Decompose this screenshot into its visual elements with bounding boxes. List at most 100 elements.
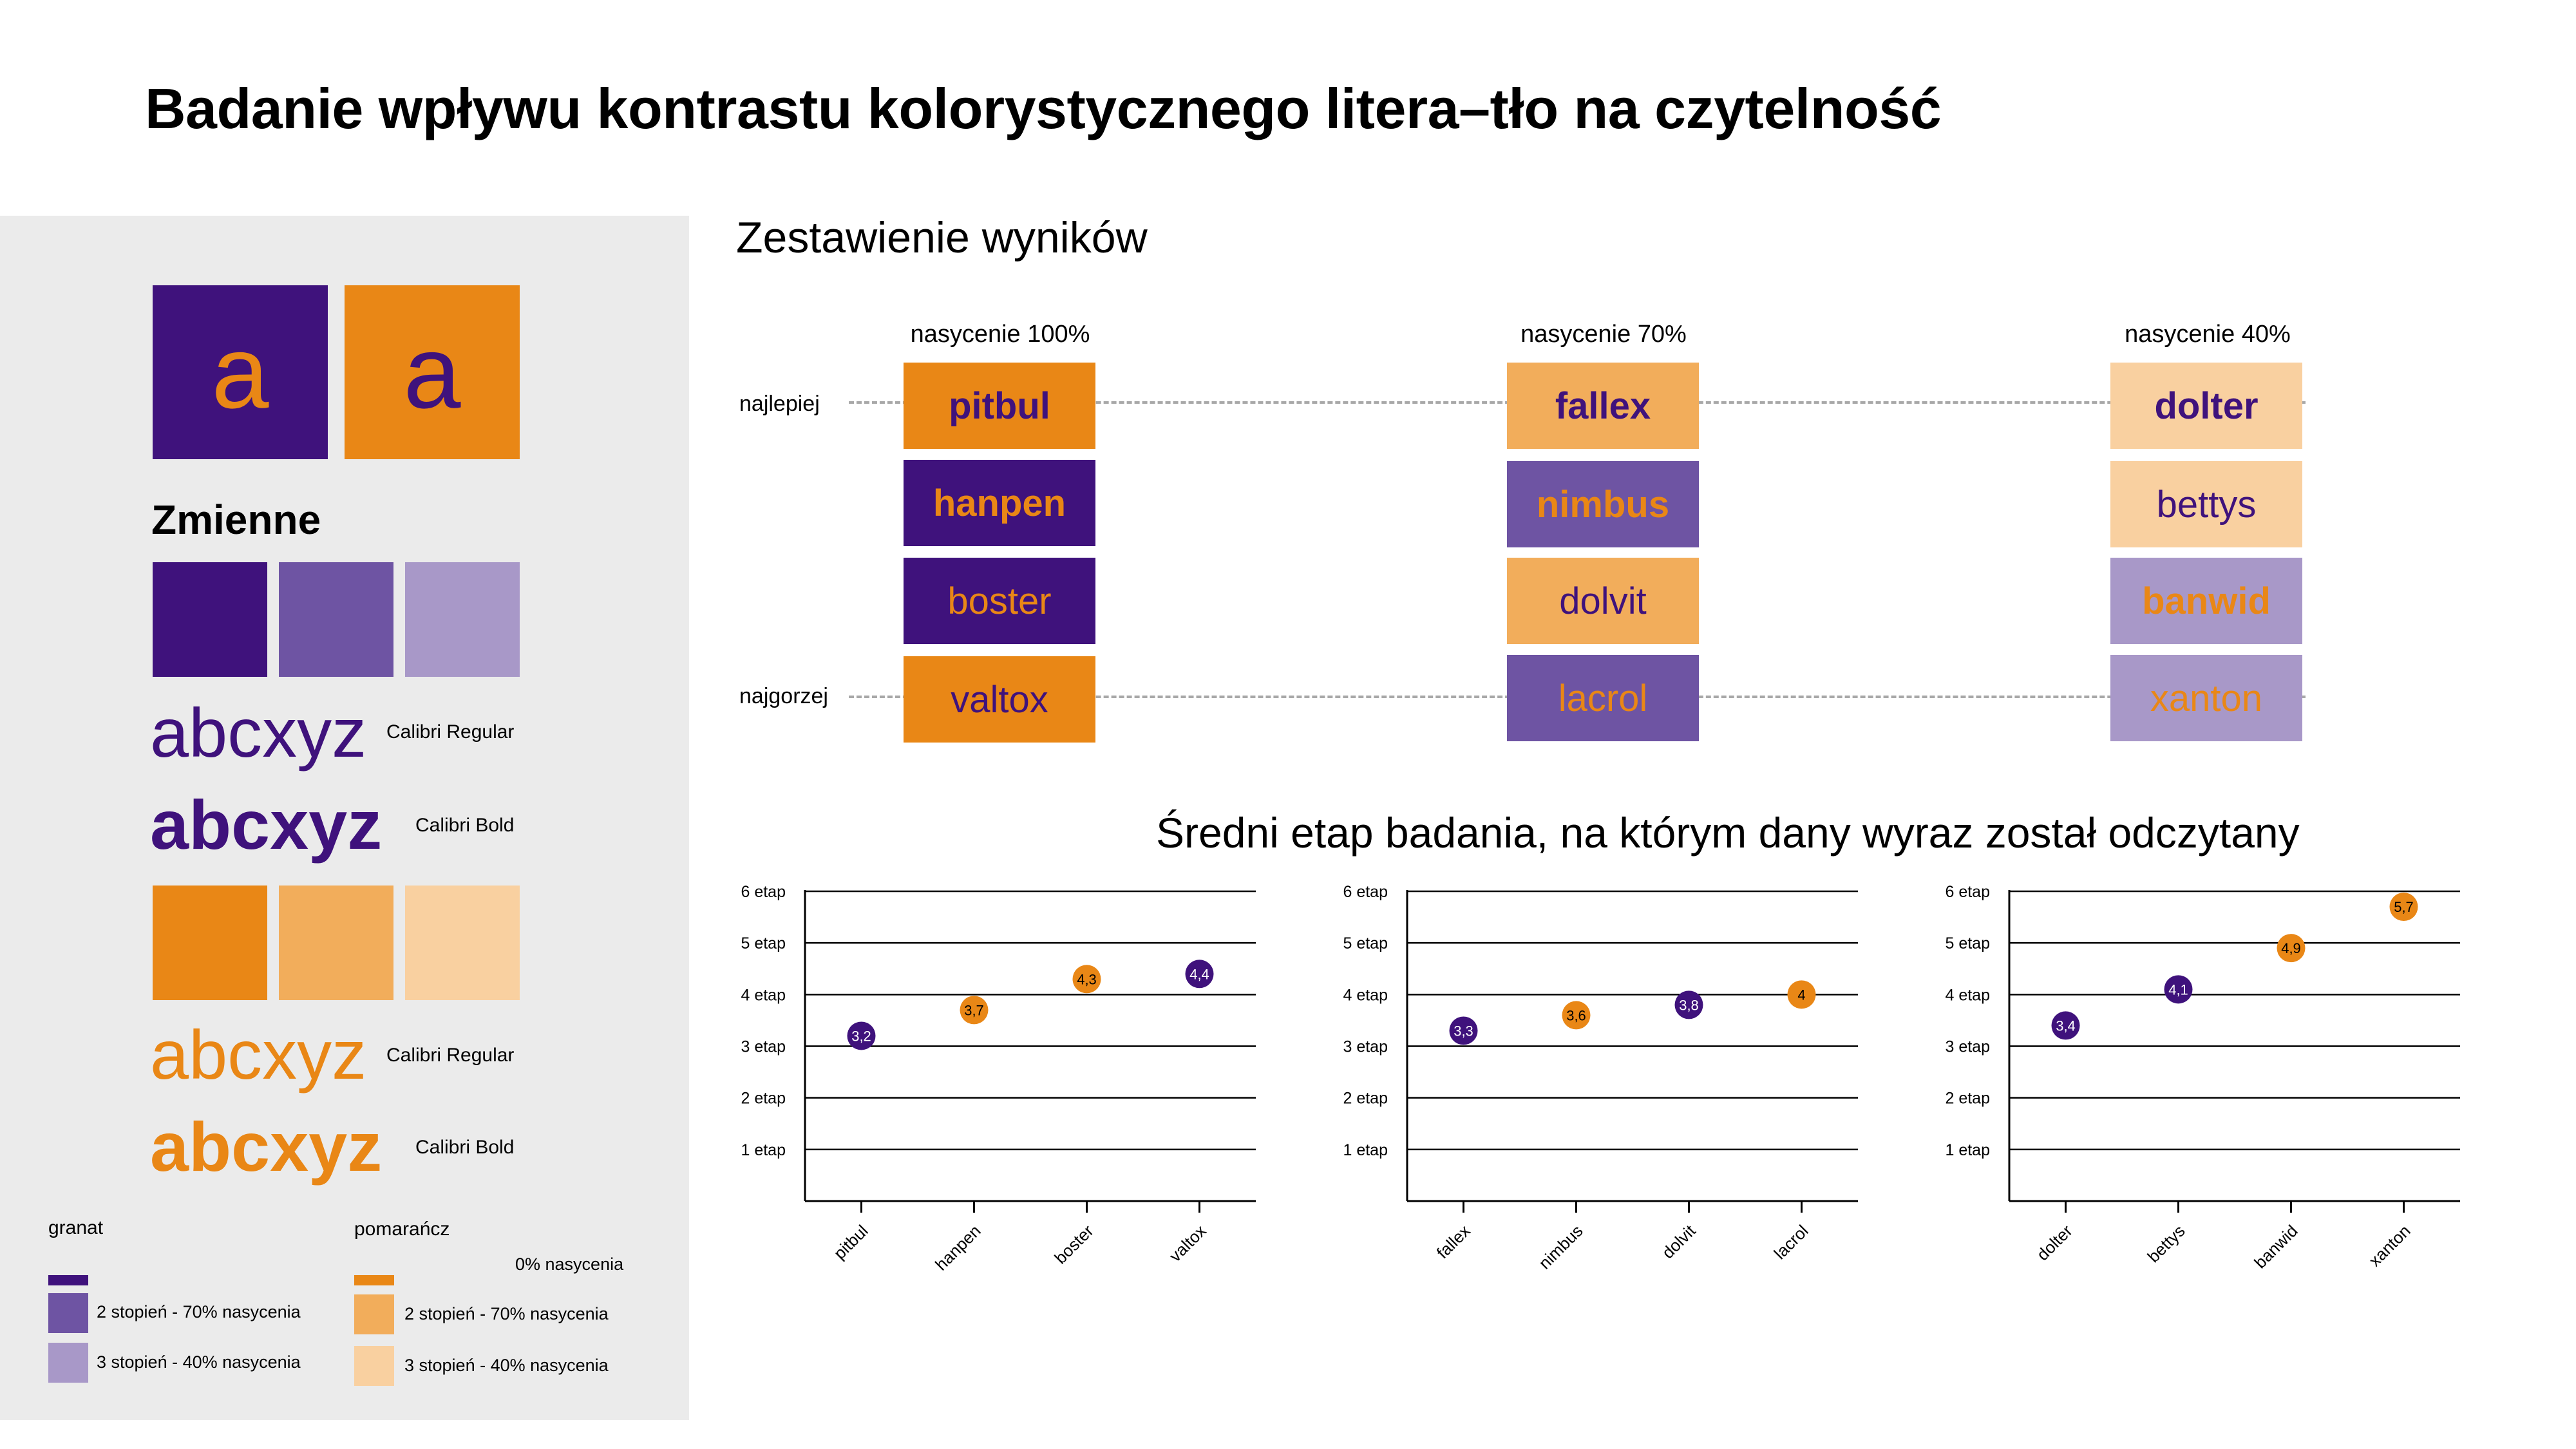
letter-a: a — [403, 314, 461, 430]
y-tick-label: 4 etap — [1343, 986, 1388, 1004]
y-tick-label: 2 etap — [1945, 1090, 1990, 1108]
y-tick-label: 4 etap — [741, 986, 786, 1004]
word-box: dolter — [2110, 363, 2302, 449]
column-label-100: nasycenie 100% — [910, 321, 1090, 348]
data-point — [2051, 1011, 2080, 1040]
data-point — [2389, 893, 2418, 922]
y-tick-label: 6 etap — [1343, 883, 1388, 901]
word-box: hanpen — [904, 460, 1095, 546]
x-tick-label: xanton — [2365, 1221, 2414, 1270]
data-label: 5,7 — [2394, 899, 2414, 915]
data-label: 3,4 — [2056, 1018, 2076, 1034]
word-box: dolvit — [1507, 558, 1699, 644]
font-label-regular: Calibri Regular — [386, 1045, 515, 1066]
legend-orange-70-swatch — [354, 1294, 394, 1334]
y-tick-label: 6 etap — [741, 883, 786, 901]
page-title: Badanie wpływu kontrastu kolorystycznego… — [145, 77, 1942, 140]
data-point — [1072, 965, 1101, 994]
legend-zero-saturation: 0% nasycenia — [515, 1255, 624, 1274]
chart-100: 1 etap 2 etap 3 etap 4 etap 5 etap 6 etap pitb… — [741, 883, 1256, 1274]
x-tick-label: dolvit — [1658, 1220, 1700, 1262]
variables-heading: Zmienne — [151, 497, 321, 543]
x-tick-label: nimbus — [1535, 1221, 1586, 1273]
charts-title: Średni etap badania, na którym dany wyra… — [1156, 809, 2300, 857]
font-label-bold: Calibri Bold — [415, 1137, 515, 1158]
sample-navy-bold: abcxyz — [150, 786, 383, 864]
data-label: 3,8 — [1679, 997, 1699, 1013]
data-point — [847, 1021, 876, 1050]
x-tick-label: banwid — [2250, 1221, 2301, 1272]
swatch-navy-40 — [405, 562, 520, 677]
swatch-orange-100 — [153, 886, 267, 1000]
word-box: banwid — [2110, 558, 2302, 644]
word-box: lacrol — [1507, 655, 1699, 741]
x-tick-label: bettys — [2143, 1221, 2188, 1266]
swatch-navy-70 — [279, 562, 393, 677]
y-tick-label: 5 etap — [741, 934, 786, 952]
legend-orange-line — [354, 1275, 394, 1285]
y-tick-label: 1 etap — [741, 1141, 786, 1159]
y-tick-label: 4 etap — [1945, 986, 1990, 1004]
data-label: 4,3 — [1077, 971, 1097, 987]
data-point — [960, 996, 989, 1025]
y-tick-label: 3 etap — [1343, 1038, 1388, 1056]
legend-orange-40-swatch — [354, 1346, 394, 1386]
swatch-orange-40 — [405, 886, 520, 1000]
word-box: fallex — [1507, 363, 1699, 449]
legend-granat-heading: granat — [48, 1217, 104, 1238]
y-tick-label: 6 etap — [1945, 883, 1990, 901]
x-tick-label: hanpen — [931, 1221, 985, 1274]
letter-sample-navy-on-orange: a — [345, 285, 520, 459]
data-point — [1185, 960, 1214, 989]
legend-navy-40-label: 3 stopień - 40% nasycenia — [97, 1352, 301, 1372]
chart-40: 1 etap 2 etap 3 etap 4 etap 5 etap 6 etap dolt… — [1945, 883, 2460, 1273]
word-box: bettys — [2110, 461, 2302, 547]
data-point — [1449, 1016, 1478, 1045]
swatch-navy-100 — [153, 562, 267, 677]
data-label: 3,7 — [964, 1002, 984, 1018]
data-label: 4 — [1797, 987, 1805, 1003]
column-label-40: nasycenie 40% — [2125, 321, 2291, 348]
word-box: boster — [904, 558, 1095, 644]
data-point — [1787, 980, 1816, 1009]
sample-orange-regular: abcxyz — [150, 1016, 367, 1094]
font-label-regular: Calibri Regular — [386, 721, 515, 743]
letter-sample-orange-on-navy: a — [153, 285, 328, 459]
data-label: 3,6 — [1566, 1007, 1586, 1023]
data-label: 4,9 — [2281, 940, 2301, 956]
data-point — [1674, 990, 1703, 1019]
data-label: 4,1 — [2168, 981, 2188, 998]
letter-a: a — [211, 314, 269, 430]
x-tick-label: pitbul — [830, 1221, 872, 1263]
y-tick-label: 1 etap — [1343, 1141, 1388, 1159]
data-label: 3,2 — [851, 1028, 871, 1044]
x-tick-label: lacrol — [1770, 1221, 1812, 1263]
legend-navy-70-swatch — [48, 1293, 88, 1333]
word-box: xanton — [2110, 655, 2302, 741]
data-label: 3,3 — [1454, 1023, 1473, 1039]
results-title: Zestawienie wyników — [736, 213, 1148, 262]
legend-orange-40-label: 3 stopień - 40% nasycenia — [404, 1356, 609, 1375]
sample-orange-bold: abcxyz — [150, 1108, 383, 1186]
legend-navy-40-swatch — [48, 1343, 88, 1383]
legend-orange-heading: pomarańcz — [354, 1218, 450, 1240]
data-point — [2277, 934, 2306, 963]
font-label-bold: Calibri Bold — [415, 815, 515, 836]
x-tick-label: boster — [1050, 1221, 1097, 1268]
column-label-70: nasycenie 70% — [1520, 321, 1687, 348]
word-box: pitbul — [904, 363, 1095, 449]
y-tick-label: 5 etap — [1343, 934, 1388, 952]
sample-navy-regular: abcxyz — [150, 694, 367, 772]
legend-navy-line — [48, 1275, 88, 1285]
legend-navy-70-label: 2 stopień - 70% nasycenia — [97, 1302, 301, 1321]
word-box: valtox — [904, 656, 1095, 743]
data-point — [1562, 1001, 1591, 1030]
word-box: nimbus — [1507, 461, 1699, 547]
x-tick-label: fallex — [1433, 1221, 1474, 1262]
x-tick-label: dolter — [2033, 1221, 2076, 1264]
data-label: 4,4 — [1189, 966, 1209, 982]
x-tick-label: valtox — [1166, 1221, 1210, 1265]
y-tick-label: 2 etap — [1343, 1090, 1388, 1108]
legend-orange-70-label: 2 stopień - 70% nasycenia — [404, 1304, 609, 1323]
swatch-orange-70 — [279, 886, 393, 1000]
